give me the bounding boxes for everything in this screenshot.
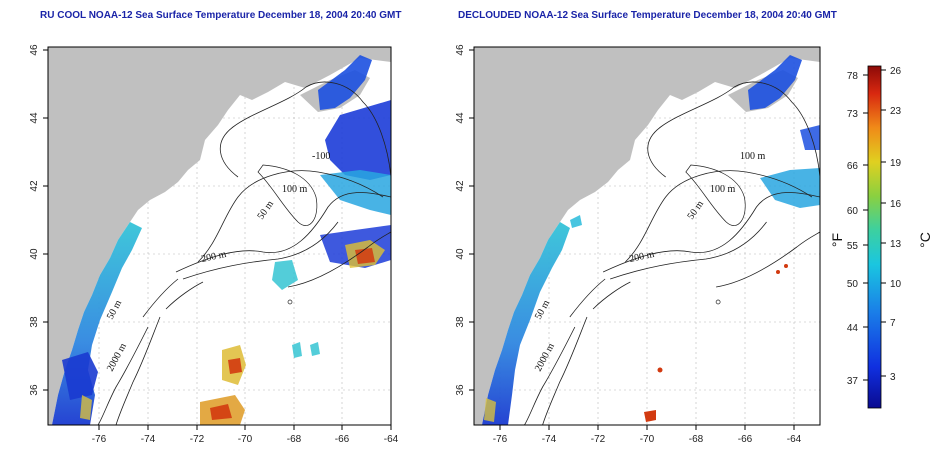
left-y-tick-label: 38 <box>29 316 40 328</box>
right-y-tick-label: 46 <box>455 44 466 56</box>
right-contour-label: 100 m <box>710 184 736 195</box>
left-y-tick-label: 40 <box>29 248 40 260</box>
right-panel-title: DECLOUDED NOAA-12 Sea Surface Temperatur… <box>458 10 837 21</box>
colorbar-celsius-tick: 16 <box>890 199 902 210</box>
left-x-tick-label: -66 <box>335 434 350 445</box>
colorbar-celsius-tick: 13 <box>890 239 902 250</box>
right-contour-label: 100 m <box>740 151 766 162</box>
colorbar-celsius-label: °C <box>917 232 933 248</box>
colorbar-celsius-tick: 7 <box>890 318 896 329</box>
colorbar-celsius-tick: 23 <box>890 106 902 117</box>
right-contour-label: 200 m <box>628 249 655 265</box>
colorbar-celsius-tick: 19 <box>890 158 902 169</box>
left-x-tick-label: -64 <box>384 434 399 445</box>
left-contour-label: 200 m <box>200 249 227 265</box>
colorbar-fahrenheit-tick: 73 <box>847 109 859 120</box>
colorbar-fahrenheit-tick: 50 <box>847 279 859 290</box>
right-y-tick-label: 44 <box>455 112 466 124</box>
left-x-tick-label: -72 <box>190 434 205 445</box>
left-contour-label: -100 <box>312 151 330 162</box>
colorbar-fahrenheit-tick: 60 <box>847 206 859 217</box>
left-x-tick-label: -68 <box>287 434 302 445</box>
left-land <box>48 47 391 425</box>
colorbar-fahrenheit-tick: 55 <box>847 241 859 252</box>
colorbar-fahrenheit-tick: 37 <box>847 376 859 387</box>
colorbar-fahrenheit-label: °F <box>829 233 845 247</box>
right-x-tick-label: -72 <box>591 434 606 445</box>
left-y-tick-label: 36 <box>29 384 40 396</box>
colorbar-celsius-tick: 10 <box>890 279 902 290</box>
right-x-tick-label: -74 <box>542 434 557 445</box>
right-cold-water <box>748 55 802 110</box>
left-x-tick-label: -70 <box>238 434 253 445</box>
colorbar-fahrenheit-tick: 44 <box>847 323 859 334</box>
right-coastal-sst <box>482 222 570 425</box>
right-land <box>474 47 820 425</box>
left-x-tick-label: -74 <box>141 434 156 445</box>
left-y-tick-label: 44 <box>29 112 40 124</box>
colorbar-fahrenheit-tick: 78 <box>847 71 859 82</box>
left-cold-water <box>318 55 372 110</box>
right-x-tick-label: -64 <box>787 434 802 445</box>
left-map-panel: -100 100 m 50 m 200 m 50 m 2000 m -76 -7… <box>29 44 399 445</box>
right-x-tick-label: -76 <box>493 434 508 445</box>
colorbar-celsius-tick: 26 <box>890 66 902 77</box>
sst-colorbar: 78 73 66 60 55 50 44 37 26 23 19 16 13 1… <box>829 65 933 409</box>
left-contour-label: 100 m <box>282 184 308 195</box>
right-x-tick-label: -68 <box>689 434 704 445</box>
right-map-panel: 100 m 100 m 50 m 200 m 50 m 2000 m -76 -… <box>455 44 821 445</box>
right-y-tick-label: 42 <box>455 180 466 192</box>
colorbar-celsius-tick: 3 <box>890 372 896 383</box>
right-x-tick-label: -66 <box>738 434 753 445</box>
right-y-tick-label: 40 <box>455 248 466 260</box>
left-y-tick-label: 42 <box>29 180 40 192</box>
right-y-tick-label: 38 <box>455 316 466 328</box>
right-x-tick-label: -70 <box>640 434 655 445</box>
colorbar-fahrenheit-tick: 66 <box>847 161 859 172</box>
left-panel-title: RU COOL NOAA-12 Sea Surface Temperature … <box>40 10 402 21</box>
left-y-tick-label: 46 <box>29 44 40 56</box>
left-x-tick-label: -76 <box>92 434 107 445</box>
right-y-tick-label: 36 <box>455 384 466 396</box>
